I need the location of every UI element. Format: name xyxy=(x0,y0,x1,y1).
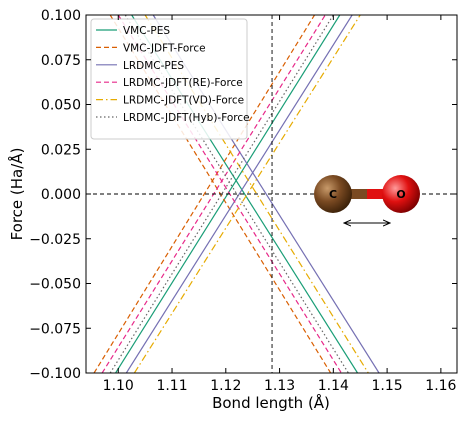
y-tick-label: 0.025 xyxy=(41,142,81,158)
y-tick-label: −0.075 xyxy=(29,321,81,337)
y-tick-label: 0.000 xyxy=(41,187,81,203)
y-axis-title: Force (Ha/Å) xyxy=(7,148,26,241)
x-tick-label: 1.14 xyxy=(318,378,349,394)
y-tick-label: −0.100 xyxy=(29,366,81,382)
y-tick-label: −0.050 xyxy=(29,277,81,293)
carbon-atom xyxy=(314,175,352,213)
legend-label: LRDMC-JDFT(RE)-Force xyxy=(123,77,243,89)
series-line-5-falling xyxy=(144,15,369,373)
y-tick-label: −0.025 xyxy=(29,232,81,248)
y-tick-label: 0.050 xyxy=(41,98,81,114)
x-tick-label: 1.16 xyxy=(425,378,456,394)
legend: VMC-PES VMC-JDFT-Force LRDMC-PES LRDMC-JDFT… xyxy=(90,18,250,140)
x-tick-label: 1.13 xyxy=(264,378,295,394)
oxygen-atom xyxy=(382,175,420,213)
y-tick-label: 0.075 xyxy=(41,53,81,69)
series-line-2-rising xyxy=(93,15,316,373)
series-line-3-rising xyxy=(125,15,353,373)
oxygen-label: O xyxy=(396,188,405,201)
x-tick-label: 1.15 xyxy=(372,378,403,394)
legend-label: VMC-PES xyxy=(123,25,170,37)
x-tick-label: 1.11 xyxy=(156,378,187,394)
x-tick-label: 1.12 xyxy=(210,378,241,394)
legend-label: LRDMC-JDFT(VD)-Force xyxy=(123,95,244,107)
legend-label: LRDMC-PES xyxy=(123,60,184,72)
carbon-label: C xyxy=(329,188,337,201)
series-line-5-rising xyxy=(133,15,361,373)
legend-label: VMC-JDFT-Force xyxy=(123,42,206,54)
co-molecule-inset: C O xyxy=(314,175,420,223)
legend-box xyxy=(90,18,248,140)
x-axis-title: Bond length (Å) xyxy=(212,393,330,412)
x-tick-label: 1.10 xyxy=(103,378,134,394)
y-tick-label: 0.100 xyxy=(41,8,81,24)
axis-ticks: 1.10 1.11 1.12 1.13 1.14 1.15 1.16 −0.100 −0.075… xyxy=(29,8,457,394)
legend-label: LRDMC-JDFT(Hyb)-Force xyxy=(123,112,250,124)
